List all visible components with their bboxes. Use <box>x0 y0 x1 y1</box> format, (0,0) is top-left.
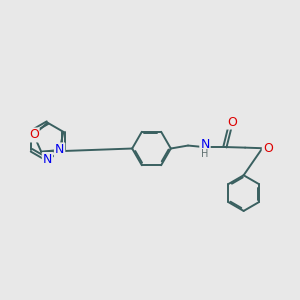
Text: N: N <box>55 143 64 156</box>
Text: H: H <box>201 148 209 159</box>
Text: O: O <box>227 116 237 129</box>
Text: O: O <box>263 142 273 155</box>
Text: N: N <box>43 153 52 166</box>
Text: N: N <box>200 138 210 151</box>
Text: O: O <box>29 128 39 142</box>
